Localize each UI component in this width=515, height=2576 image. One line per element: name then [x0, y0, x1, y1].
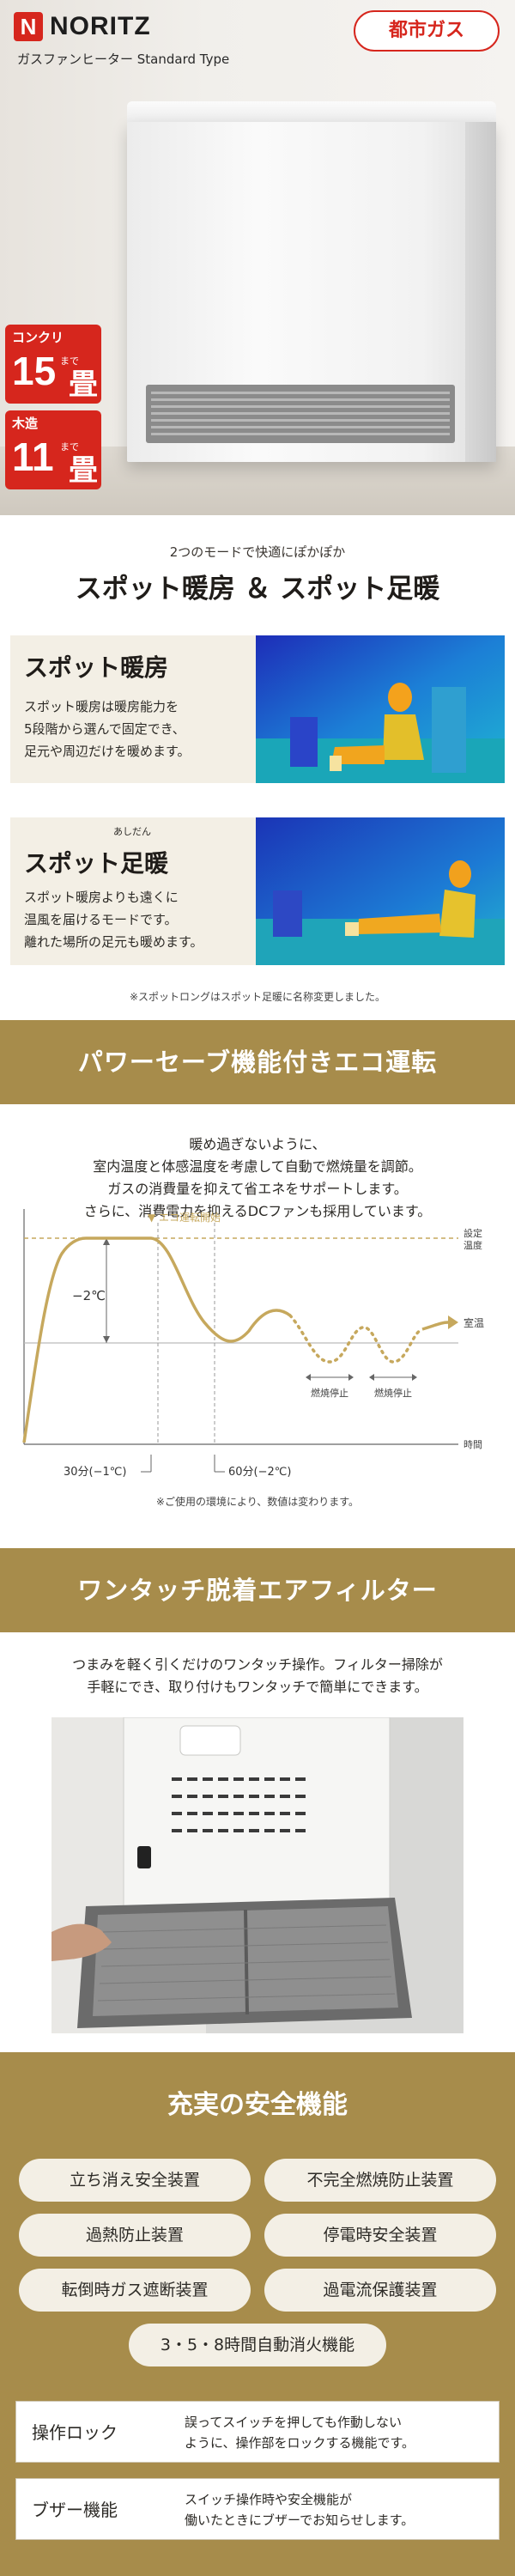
feature-buzzer-box: ブザー機能 スイッチ操作時や安全機能が 働いたときにブザーでお知らせします。: [15, 2478, 500, 2540]
spot-card-desc: スポット暖房は暖房能力を 5段階から選んで固定でき、 足元や周辺だけを暖めます。: [24, 699, 191, 759]
product-name: ガスファンヒーター Standard Type: [17, 52, 230, 67]
spot-card-desc: スポット暖房よりも遠くに 温風を届けるモードです。 離れた場所の足元も暖めます。: [24, 890, 203, 950]
graph-60min-label: 60分(−2℃): [228, 1466, 291, 1479]
feature-desc: スイッチ操作時や安全機能が 働いたときにブザーでお知らせします。: [185, 2492, 415, 2528]
safety-title: 充実の安全機能: [167, 2090, 348, 2120]
eco-note: ※ご使用の環境により、数値は変わります。: [155, 1496, 360, 1508]
safety-item-flameout: 立ち消え安全装置: [19, 2159, 251, 2202]
badge-number: 11: [12, 434, 54, 479]
graph-arrow-icon: [448, 1315, 458, 1329]
safety-item-overheat: 過熱防止装置: [19, 2214, 251, 2257]
graph-time-label: 時間: [464, 1439, 482, 1450]
graph-room-temp-label: 室温: [464, 1316, 484, 1329]
safety-item-power-outage: 停電時安全装置: [264, 2214, 496, 2257]
thermal-image-reclined: [256, 817, 505, 965]
heater-side: [465, 122, 496, 462]
filter-description: つまみを軽く引くだけのワンタッチ操作。フィルター掃除が 手軽にでき、取り付けもワ…: [72, 1656, 443, 1695]
spot-card-title: スポット暖房: [24, 653, 169, 682]
graph-set-temp-label-1: 設定: [464, 1227, 482, 1239]
concrete-room-size-badge: コンクリ 15 まで 畳: [5, 325, 101, 404]
gas-type-badge: 都市ガス: [354, 10, 500, 52]
spot-card-ruby: あしだん: [113, 826, 151, 837]
graph-temperature-curve: [22, 1236, 292, 1443]
feature-lock-box: 操作ロック 誤ってスイッチを押しても作動しない ように、操作部をロックする機能で…: [15, 2401, 500, 2463]
spot-foot-heating-card: あしだん スポット足暖 スポット暖房よりも遠くに 温風を届けるモードです。 離れ…: [10, 817, 505, 965]
graph-stop2-label: 燃焼停止: [374, 1387, 412, 1399]
badge-type: コンクリ: [12, 330, 64, 345]
badge-made: まで: [60, 355, 79, 367]
heater-product-image: [127, 101, 496, 462]
spot-heating-card: スポット暖房 スポット暖房は暖房能力を 5段階から選んで固定でき、 足元や周辺だ…: [10, 635, 505, 783]
eco-temperature-graph: ▼ エコ運転開始 設定 温度 室温 時間 −2℃ 燃焼停止 燃焼停止 30分(−…: [22, 1209, 484, 1479]
feature-desc: 誤ってスイッチを押しても作動しない ように、操作部をロックする機能です。: [185, 2415, 415, 2451]
brand-name: NORITZ: [50, 12, 151, 40]
graph-stop-curve: [288, 1314, 424, 1364]
graph-minus-temp-label: −2℃: [72, 1288, 106, 1303]
brand-logo-mark: [14, 12, 43, 41]
safety-item-incomplete-combustion: 不完全燃焼防止装置: [264, 2159, 496, 2202]
badge-unit: 畳: [69, 453, 98, 488]
graph-30min-label: 30分(−1℃): [64, 1466, 126, 1479]
feature-name: 操作ロック: [32, 2422, 118, 2443]
badge-number: 15: [12, 349, 57, 393]
graph-stop1-label: 燃焼停止: [311, 1387, 348, 1399]
filter-photo: [52, 1717, 464, 2033]
graph-set-temp-label-2: 温度: [464, 1239, 482, 1251]
eco-description: 暖め過ぎないように、 室内温度と体感温度を考慮して自動で燃焼量を調節。 ガスの消…: [83, 1136, 432, 1219]
filter-heading: ワンタッチ脱着エアフィルター: [0, 1548, 515, 1632]
spot-card-title: スポット足暖: [24, 849, 169, 878]
graph-eco-start-label: ▼ エコ運転開始: [148, 1212, 221, 1224]
badge-unit: 畳: [69, 368, 98, 402]
badge-made: まで: [60, 441, 79, 453]
spot-note: ※スポットロングはスポット足暖に名称変更しました。: [129, 991, 386, 1003]
safety-item-overcurrent: 過電流保護装置: [264, 2269, 496, 2312]
thermal-image-seated: [256, 635, 505, 783]
safety-section: 充実の安全機能 立ち消え安全装置 不完全燃焼防止装置 過熱防止装置 停電時安全装…: [0, 2052, 515, 2576]
graph-end-curve: [421, 1321, 449, 1331]
brand-logo: NORITZ: [14, 12, 151, 41]
wood-room-size-badge: 木造 11 まで 畳: [5, 410, 101, 489]
badge-type: 木造: [12, 416, 39, 431]
spot-title: スポット暖房 ＆ スポット足暖: [75, 574, 440, 605]
heater-grille: [146, 385, 455, 443]
safety-item-tip-over: 転倒時ガス遮断装置: [19, 2269, 251, 2312]
eco-heading: パワーセーブ機能付きエコ運転: [0, 1020, 515, 1104]
safety-item-auto-off: 3・5・8時間自動消火機能: [129, 2324, 386, 2366]
hero-banner: NORITZ ガスファンヒーター Standard Type 都市ガス コンクリ…: [0, 0, 515, 515]
feature-name: ブザー機能: [32, 2500, 118, 2520]
spot-subtitle: 2つのモードで快適にぽかぽか: [169, 544, 346, 560]
